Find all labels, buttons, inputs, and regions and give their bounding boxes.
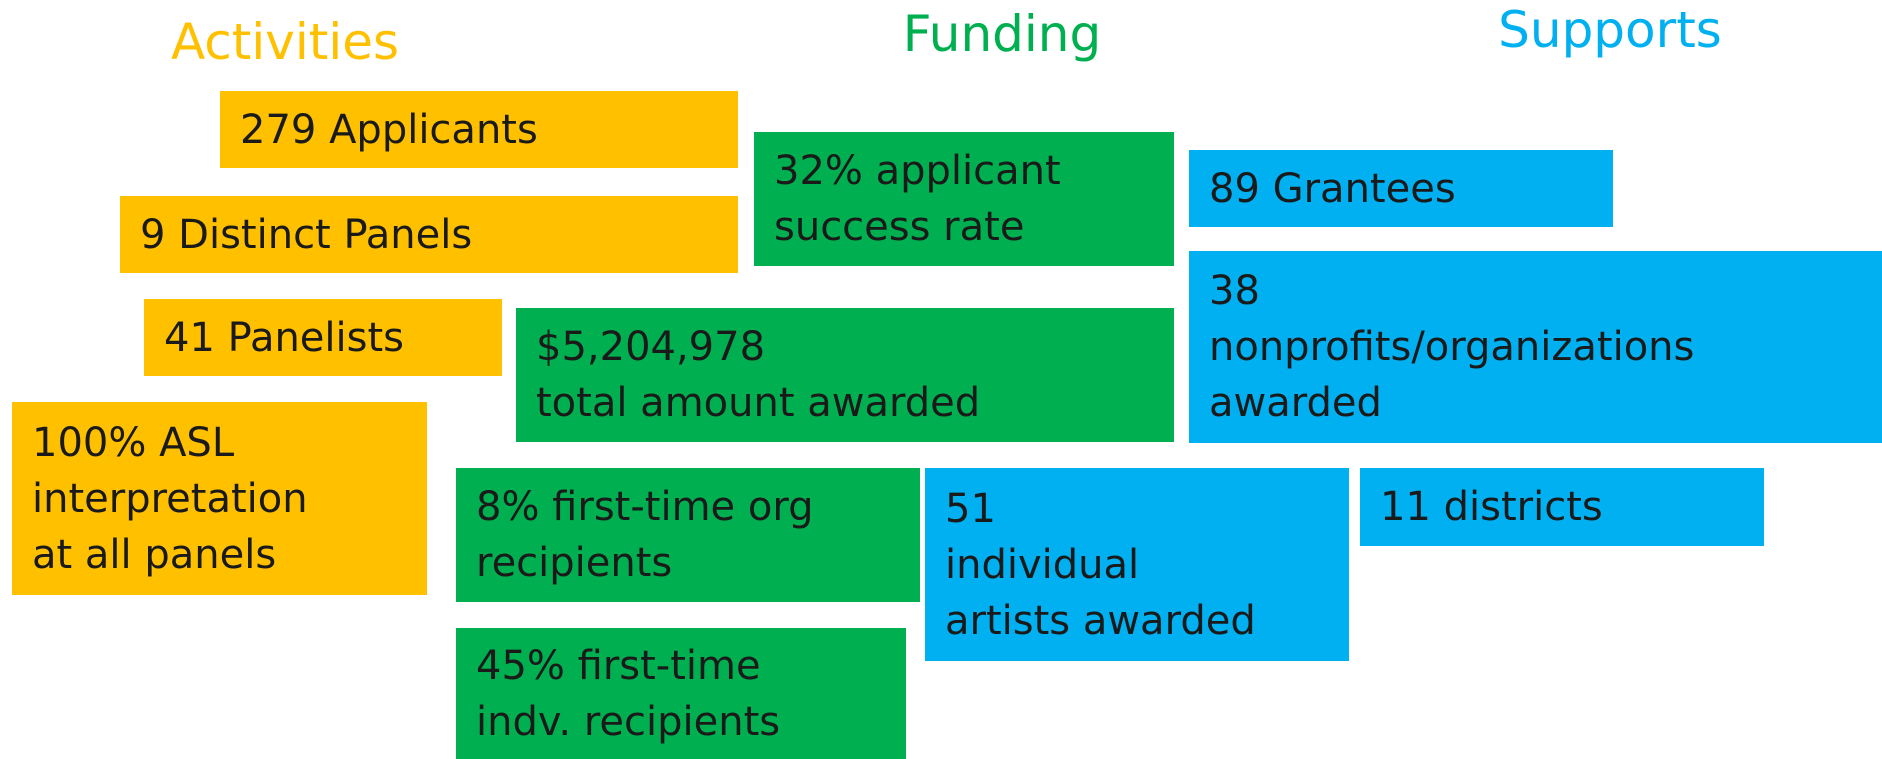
stat-text: 38 xyxy=(1209,268,1260,314)
stat-text: indv. recipients xyxy=(476,698,781,745)
heading: Funding xyxy=(902,5,1102,63)
stat-text: 9 Distinct Panels xyxy=(140,211,473,258)
stat-text: total amount awarded xyxy=(536,380,981,426)
stat-text: 32% applicant xyxy=(774,148,1061,194)
stat-text: nonprofits/organizations xyxy=(1209,324,1695,370)
heading: Activities xyxy=(170,13,400,71)
stat-text: artists awarded xyxy=(945,597,1256,644)
stat-box: 45% first-time indv. recipients xyxy=(456,628,906,759)
heading: Supports xyxy=(1498,1,1722,59)
stat-box: 11 districts xyxy=(1360,468,1764,546)
stat-text: awarded xyxy=(1209,380,1382,426)
stat-box: 8% first-time org recipients xyxy=(456,468,920,602)
stat-text: 89 Grantees xyxy=(1209,165,1456,212)
stat-text: 45% first-time xyxy=(476,642,761,689)
stat-box: 32% applicant success rate xyxy=(754,132,1174,266)
stat-box: 279 Applicants xyxy=(220,91,738,168)
stat-text: 100% ASL xyxy=(32,419,235,466)
stat-text: 279 Applicants xyxy=(240,106,538,153)
stat-box: 89 Grantees xyxy=(1189,150,1613,227)
stat-text: 11 districts xyxy=(1380,484,1603,530)
stat-text: 8% first-time org xyxy=(476,484,814,530)
stat-text: success rate xyxy=(774,204,1025,250)
stat-box: 41 Panelists xyxy=(144,299,502,376)
stat-box: $5,204,978 total amount awarded xyxy=(516,308,1174,442)
stat-box: 51 individual artists awarded xyxy=(925,468,1349,661)
stat-box: 9 Distinct Panels xyxy=(120,196,738,273)
stat-text: at all panels xyxy=(32,531,277,578)
stat-text: recipients xyxy=(476,540,673,586)
stat-text: individual xyxy=(945,541,1140,588)
stat-text: $5,204,978 xyxy=(536,324,766,370)
stat-text: 51 xyxy=(945,485,996,532)
stat-text: 41 Panelists xyxy=(164,314,404,361)
stat-box: 100% ASL interpretation at all panels xyxy=(12,402,427,595)
stat-text: interpretation xyxy=(32,475,308,522)
stat-box: 38 nonprofits/organizations awarded xyxy=(1189,251,1882,443)
